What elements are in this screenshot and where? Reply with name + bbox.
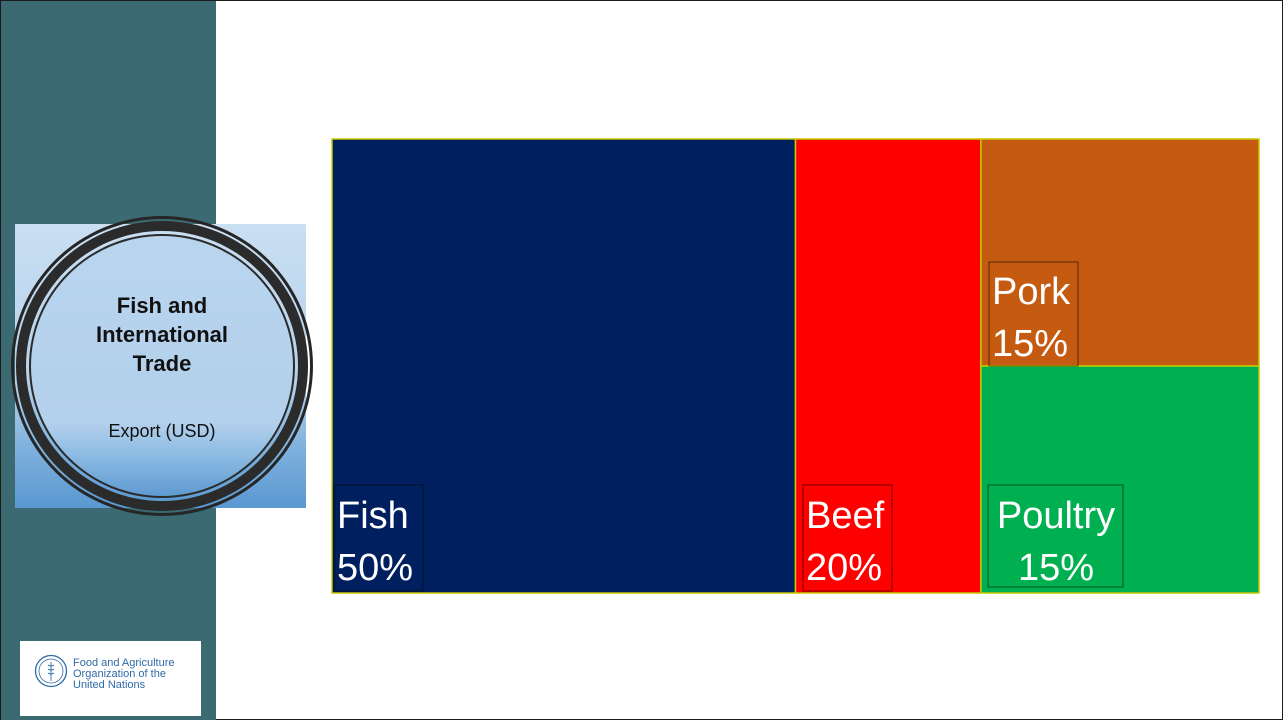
treemap-value-beef: 20% [806, 547, 882, 589]
treemap-cell-fish [331, 138, 797, 594]
treemap-label-pork: Pork [992, 271, 1071, 313]
fao-logo: Food and Agriculture Organization of the… [20, 641, 201, 716]
treemap-label-fish: Fish [337, 495, 409, 537]
badge-title-line: International [95, 322, 228, 347]
treemap-value-poultry: 15% [1018, 547, 1094, 589]
fao-logo-line: Food and Agriculture [73, 657, 175, 669]
treemap-value-pork: 15% [992, 323, 1068, 365]
fao-emblem-icon [34, 654, 68, 688]
badge-subtitle: Export (USD) [108, 421, 216, 441]
treemap-label-box-fish [333, 484, 424, 592]
treemap-cell-beef [794, 138, 982, 594]
badge-ring [16, 221, 308, 511]
badge-title: Fish and International Trade [40, 291, 284, 378]
fao-logo-text: Food and Agriculture Organization of the… [73, 658, 175, 691]
treemap-value-fish: 50% [337, 547, 413, 589]
fao-logo-line: United Nations [73, 679, 146, 691]
treemap-cell-poultry [980, 365, 1260, 594]
treemap-label-poultry: Poultry [997, 495, 1115, 537]
treemap-label-beef: Beef [806, 495, 885, 537]
badge-title-line: Trade [132, 351, 192, 376]
treemap-label-box-beef [802, 484, 893, 592]
treemap-label-box-pork [988, 261, 1079, 367]
badge-ring-outer [11, 216, 313, 516]
badge-title-line: Fish and [116, 293, 208, 318]
badge-circle [29, 234, 295, 498]
fao-logo-line: Organization of the [73, 668, 166, 680]
treemap-label-box-poultry [987, 484, 1124, 588]
